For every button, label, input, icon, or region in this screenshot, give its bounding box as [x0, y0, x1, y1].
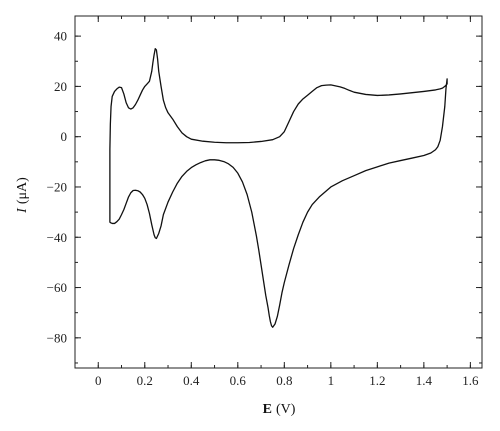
y-axis-title: I (μA): [15, 177, 30, 214]
x-axis-symbol: E: [263, 402, 272, 417]
x-tick-label: 0: [95, 373, 102, 388]
x-tick-label: 1.6: [462, 373, 479, 388]
x-tick-label: 0.4: [183, 373, 200, 388]
y-tick-label: 20: [54, 79, 67, 94]
y-tick-label: −40: [47, 230, 67, 245]
x-axis-title: E (V): [263, 402, 296, 417]
x-tick-label: 1.2: [369, 373, 385, 388]
y-tick-label: −20: [47, 179, 67, 194]
y-axis-symbol: I: [15, 207, 30, 214]
series-line: [109, 48, 448, 328]
y-tick-label: −60: [47, 280, 67, 295]
x-tick-label: 1: [328, 373, 335, 388]
x-tick-label: 0.6: [230, 373, 247, 388]
y-tick-label: 0: [61, 129, 68, 144]
axis-tick-labels: 0 0.2 0.4 0.6 0.8 1 1.2 1.4 1.6 40 20 0 −20 −40 −60 −80: [47, 29, 479, 388]
plot-frame: [74, 15, 483, 369]
x-tick-label: 1.4: [416, 373, 433, 388]
x-tick-label: 0.8: [276, 373, 292, 388]
y-axis-unit: (μA): [15, 177, 30, 204]
y-tick-label: 40: [54, 29, 67, 44]
x-axis-unit: (V): [276, 402, 296, 417]
axis-ticks: [74, 16, 482, 368]
y-tick-label: −80: [47, 330, 67, 345]
x-tick-label: 0.2: [137, 373, 153, 388]
